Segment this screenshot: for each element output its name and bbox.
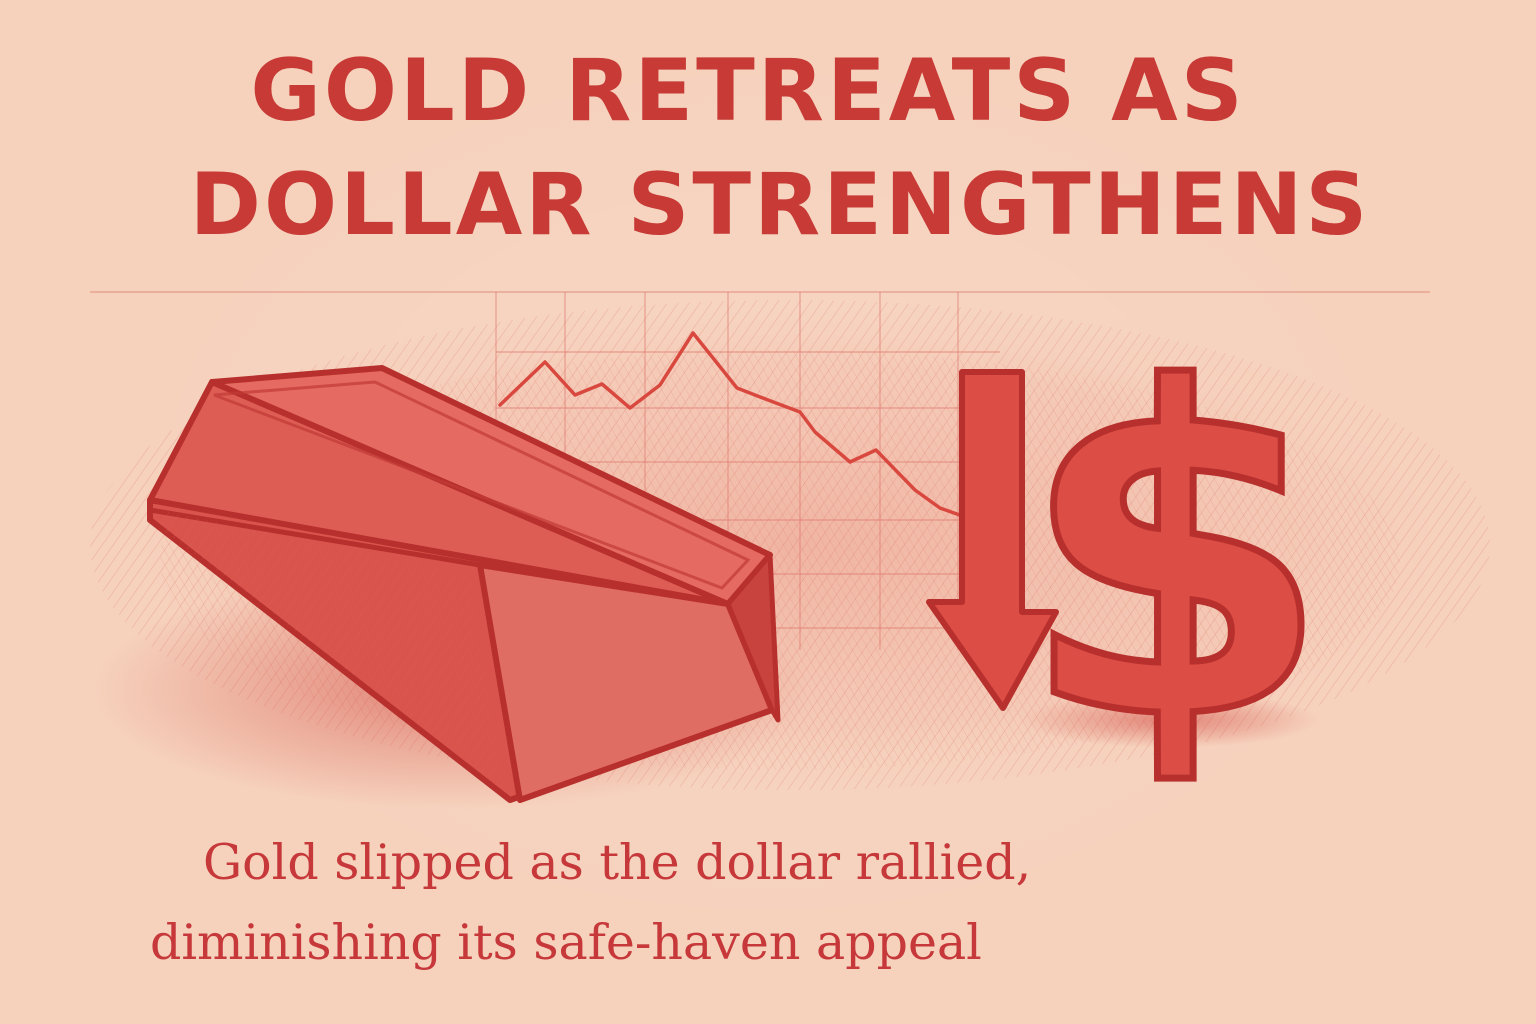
gold-bar-icon: [90, 365, 810, 810]
subtitle-line-2: diminishing its safe-haven appeal: [150, 914, 982, 971]
headline-line-2: DOLLAR STRENGTHENS: [189, 155, 1371, 255]
falling-line-chart-icon: [498, 331, 970, 520]
headline-line-1: GOLD RETREATS AS: [250, 41, 1246, 141]
subtitle-line-1: Gold slipped as the dollar rallied,: [203, 834, 1032, 891]
dollar-sign-glyph: $: [1018, 295, 1331, 819]
dollar-sign-icon: $: [1015, 292, 1335, 823]
down-arrow-icon: [926, 369, 1059, 711]
